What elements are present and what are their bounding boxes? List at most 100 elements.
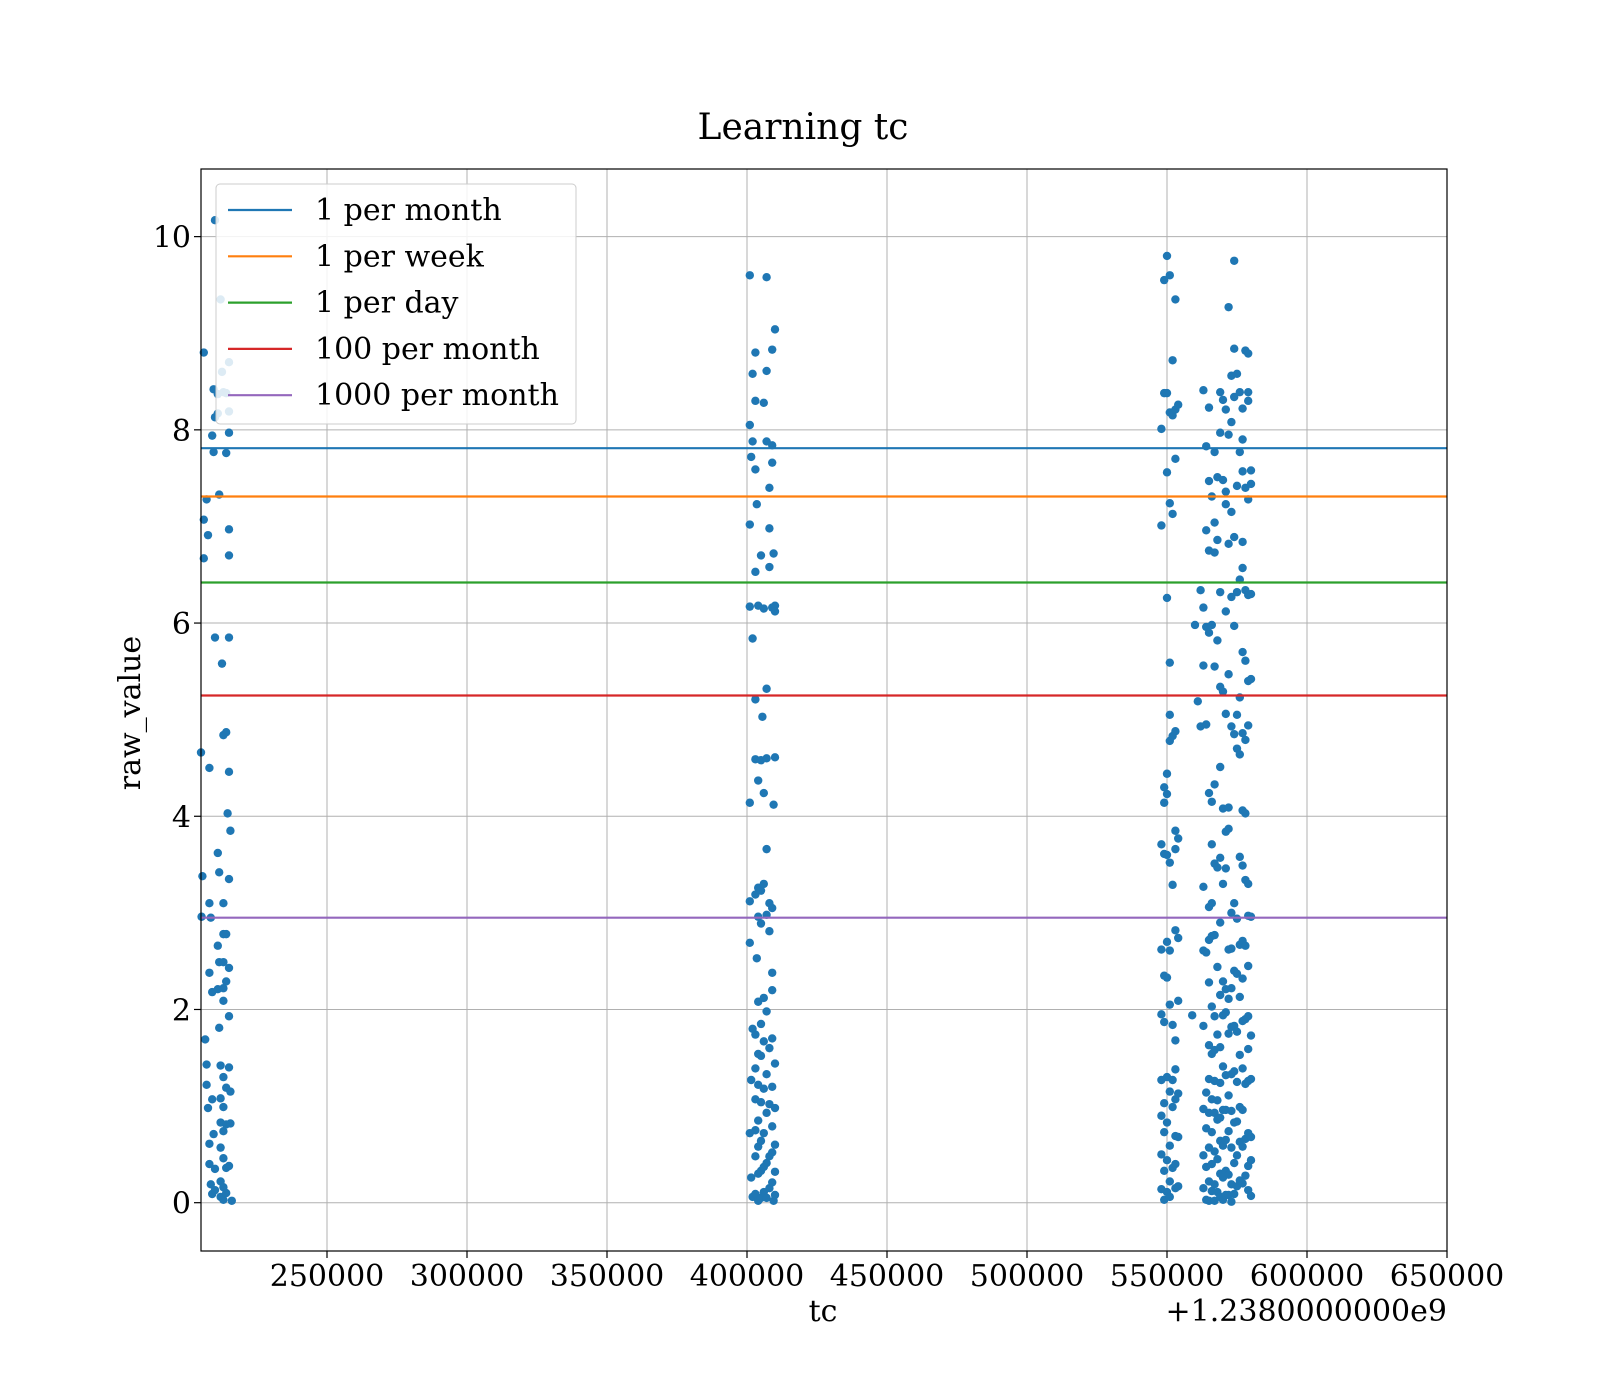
scatter-point: [222, 1188, 231, 1198]
scatter-point: [1224, 1127, 1233, 1136]
scatter-point: [751, 465, 760, 474]
scatter-point: [751, 348, 760, 357]
scatter-point: [765, 927, 774, 936]
scatter-point: [759, 993, 768, 1003]
scatter-point: [770, 1140, 780, 1149]
threshold-lines: [201, 447, 1447, 919]
scatter-point: [1224, 824, 1233, 834]
scatter-point: [770, 753, 780, 762]
scatter-point: [1165, 710, 1175, 720]
legend-label: 1 per day: [315, 286, 459, 321]
scatter-point: [1238, 728, 1247, 738]
scatter-point: [1171, 1036, 1180, 1045]
scatter-point: [1202, 720, 1211, 729]
x-tick-label: 300000: [410, 1259, 525, 1294]
scatter-point: [1199, 882, 1208, 891]
scatter-point: [1241, 809, 1250, 818]
scatter-point: [747, 1173, 756, 1182]
scatter-point: [770, 1190, 780, 1200]
scatter-point: [1204, 403, 1214, 412]
scatter-point: [756, 1019, 766, 1029]
scatter-point: [1210, 548, 1219, 557]
scatter-point: [1157, 1111, 1166, 1120]
scatter-point: [1246, 479, 1256, 489]
scatter-point: [213, 941, 222, 950]
scatter-point: [1227, 1143, 1236, 1152]
scatter-point: [1244, 387, 1253, 397]
scatter-point: [754, 1116, 763, 1125]
scatter-point: [1244, 1044, 1253, 1054]
y-tick-label: 4: [172, 800, 191, 835]
scatter-point: [1221, 709, 1231, 719]
scatter-point: [1218, 977, 1228, 986]
scatter-point: [205, 1139, 214, 1148]
scatter-point: [769, 800, 778, 809]
scatter-point: [770, 607, 780, 616]
y-tick-label: 2: [172, 993, 191, 1028]
scatter-point: [1165, 1141, 1175, 1150]
scatter-point: [1216, 1078, 1225, 1088]
scatter-point: [222, 977, 231, 986]
scatter-point: [1207, 1127, 1217, 1137]
scatter-point: [1202, 1088, 1211, 1097]
scatter-point: [1227, 1197, 1236, 1206]
scatter-point: [751, 1126, 760, 1135]
scatter-point: [1235, 1050, 1245, 1060]
scatter-point: [1160, 1127, 1169, 1137]
scatter-point: [219, 957, 228, 967]
scatter-point: [1207, 1002, 1217, 1011]
scatter-point: [210, 1164, 220, 1174]
scatter-point: [745, 602, 754, 611]
scatter-point: [1207, 1159, 1217, 1169]
scatter-point: [1199, 386, 1208, 395]
scatter-point: [1241, 941, 1250, 950]
scatter-point: [1238, 1142, 1247, 1151]
scatter-point: [1204, 628, 1214, 637]
scatter-point: [1244, 349, 1253, 358]
scatter-point: [1174, 996, 1183, 1005]
scatter-point: [219, 996, 228, 1005]
scatter-point: [1221, 1008, 1231, 1017]
scatter-point: [1165, 858, 1175, 867]
scatter-point: [1162, 468, 1172, 477]
scatter-point: [751, 695, 760, 704]
scatter-point: [1160, 1166, 1169, 1176]
scatter-point: [1232, 369, 1242, 379]
scatter-point: [1218, 879, 1228, 889]
scatter-point: [770, 1059, 780, 1068]
scatter-point: [745, 798, 754, 807]
scatter-point: [1168, 1020, 1177, 1030]
scatter-point: [1204, 476, 1214, 486]
scatter-point: [768, 458, 777, 467]
scatter-point: [224, 874, 234, 884]
scatter-point: [1171, 826, 1180, 835]
scatter-point: [1213, 1096, 1222, 1105]
scatter-point: [1246, 1191, 1256, 1201]
scatter-point: [224, 1012, 234, 1021]
scatter-point: [1188, 1011, 1197, 1020]
scatter-point: [222, 929, 231, 939]
scatter-point: [1216, 428, 1225, 437]
scatter-point: [1171, 844, 1180, 854]
scatter-point: [219, 1072, 228, 1082]
scatter-point: [1174, 1132, 1183, 1142]
scatter-point: [224, 1063, 234, 1072]
scatter-point: [1227, 722, 1236, 731]
scatter-point: [1165, 1192, 1175, 1202]
scatter-point: [1199, 1021, 1208, 1031]
scatter-point: [1157, 521, 1166, 530]
scatter-point: [208, 1095, 217, 1104]
scatter-point: [745, 938, 754, 948]
y-axis-ticks: 0 2 4 6 8 10: [153, 221, 201, 1222]
scatter-point: [1213, 863, 1222, 872]
scatter-point: [1238, 563, 1247, 573]
scatter-point: [1232, 1027, 1242, 1036]
scatter-point: [1174, 834, 1183, 843]
scatter-point: [1246, 466, 1256, 475]
scatter-point: [219, 984, 228, 993]
scatter-point: [202, 1060, 211, 1069]
x-axis-ticks: 250000 300000 350000 400000 450000 500000 5500…: [270, 1251, 1504, 1294]
scatter-point: [1168, 880, 1177, 890]
scatter-point: [1238, 1179, 1247, 1188]
scatter-point: [213, 848, 222, 858]
